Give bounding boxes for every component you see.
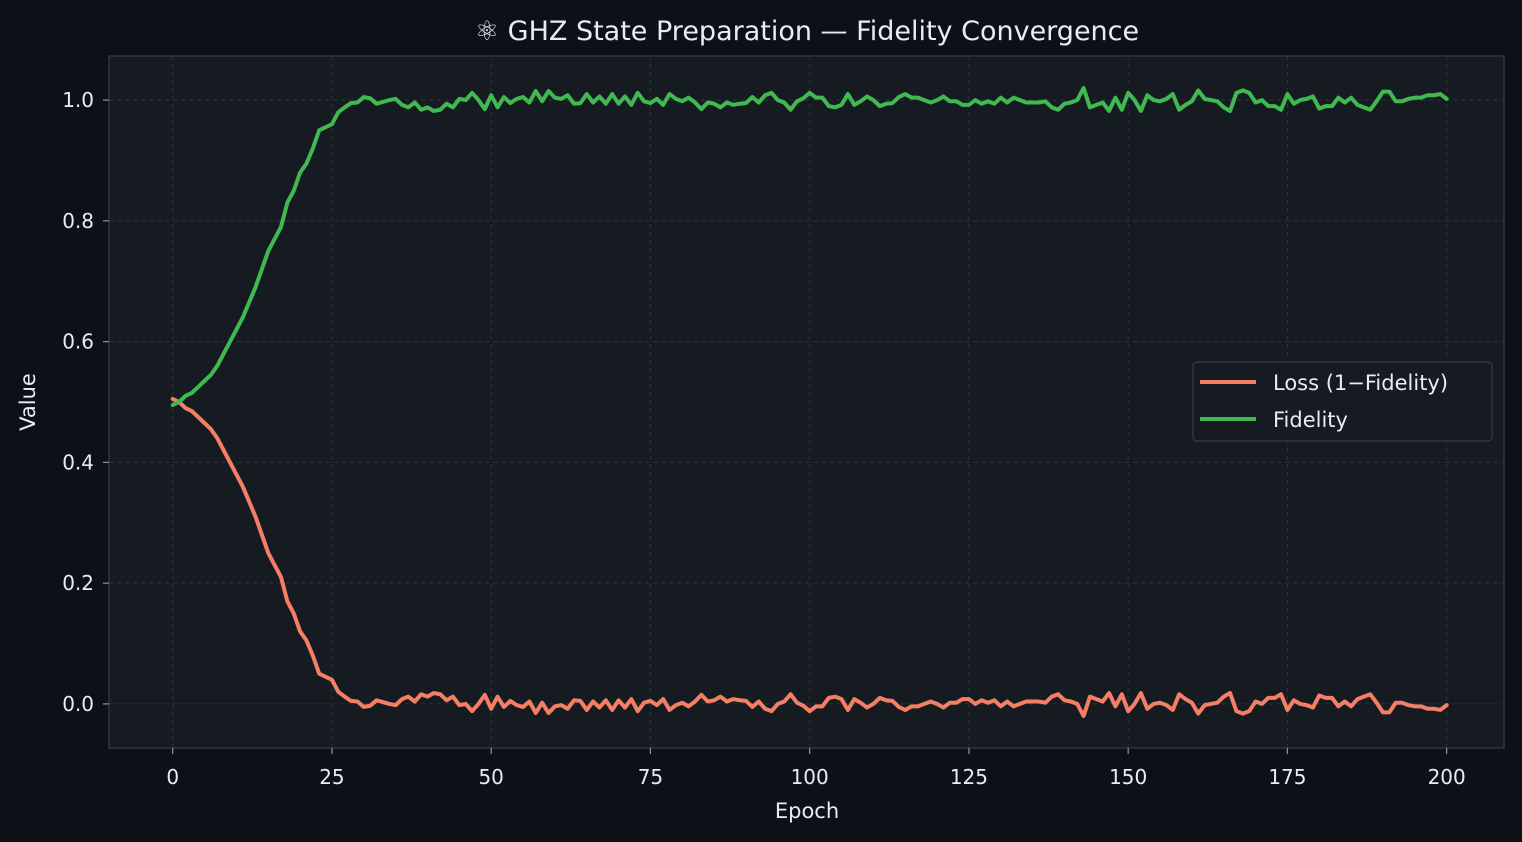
legend-box xyxy=(1192,361,1493,442)
grid xyxy=(109,56,1504,748)
x-axis-label: Epoch xyxy=(775,799,839,823)
axes: 0 25 50 75 100 125 150 175 200 0.0 0.2 0.4 0.6 0.8 1.0 xyxy=(62,88,1466,789)
x-tick-label: 50 xyxy=(478,765,503,789)
y-tick-label: 0.6 xyxy=(62,330,94,354)
x-tick-label: 125 xyxy=(950,765,988,789)
y-axis-label: Value xyxy=(16,373,40,431)
y-tick-label: 0.0 xyxy=(62,692,94,716)
x-tick-label: 75 xyxy=(638,765,663,789)
chart-title: ⚛ GHZ State Preparation — Fidelity Conve… xyxy=(475,16,1139,47)
y-tick-label: 0.4 xyxy=(62,450,94,474)
x-tick-label: 150 xyxy=(1109,765,1147,789)
x-tick-label: 25 xyxy=(319,765,344,789)
series-layer xyxy=(170,86,1449,718)
legend: Loss (1−Fidelity) Fidelity xyxy=(1192,361,1493,442)
y-tick-label: 0.8 xyxy=(62,209,94,233)
x-tick-label: 175 xyxy=(1268,765,1306,789)
y-tick-label: 1.0 xyxy=(62,88,94,112)
x-tick-label: 0 xyxy=(166,765,179,789)
x-tick-label: 200 xyxy=(1428,765,1466,789)
loss-line xyxy=(170,396,1449,718)
legend-label-fidelity: Fidelity xyxy=(1273,408,1348,432)
y-tick-label: 0.2 xyxy=(62,571,94,595)
legend-label-loss: Loss (1−Fidelity) xyxy=(1273,371,1448,395)
fidelity-line xyxy=(170,86,1449,408)
x-tick-label: 100 xyxy=(791,765,829,789)
